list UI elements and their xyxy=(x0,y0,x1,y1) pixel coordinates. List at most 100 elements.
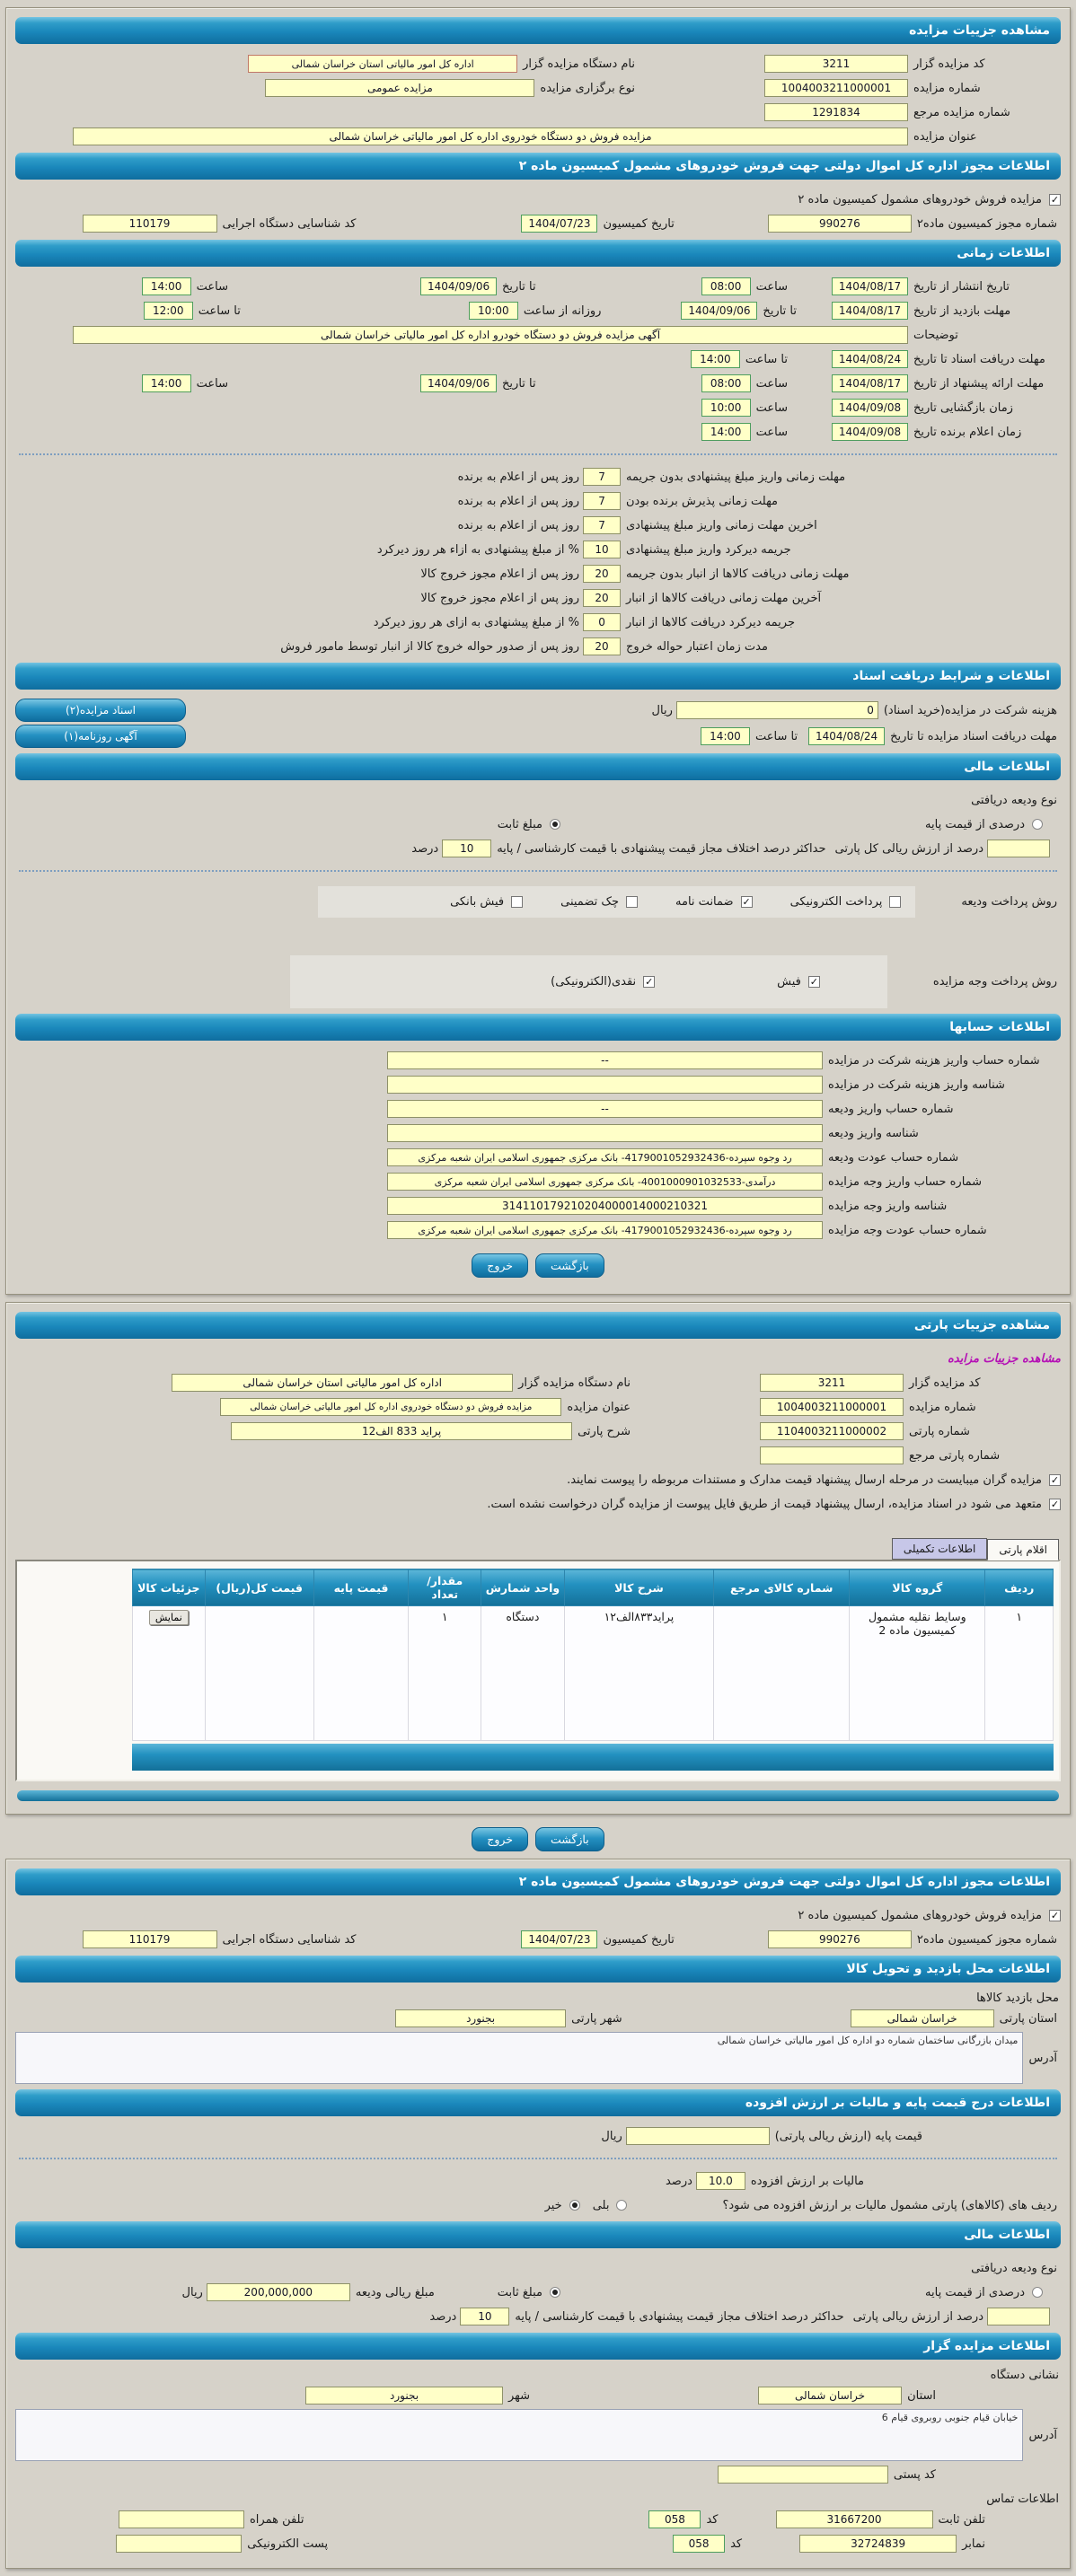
penalty-input[interactable]: 7 xyxy=(583,492,621,510)
offer-from-hour-input[interactable]: 08:00 xyxy=(701,374,751,392)
hold-type-input[interactable]: مزایده عمومی xyxy=(265,79,535,97)
publish-from-date-input[interactable]: 1404/08/17 xyxy=(832,277,908,295)
party-city-input[interactable]: بجنورد xyxy=(395,2009,567,2027)
tab-additional-info[interactable]: اطلاعات تکمیلی xyxy=(891,1538,988,1560)
auction-title-input[interactable]: مزایده فروش دو دستگاه خودروی اداره کل ام… xyxy=(73,127,908,145)
penalty-input[interactable]: 10 xyxy=(583,541,621,558)
party-province-input[interactable]: خراسان شمالی xyxy=(850,2009,994,2027)
fax-code-input[interactable]: 058 xyxy=(673,2535,726,2553)
party-commission-date-input[interactable]: 1404/07/23 xyxy=(521,1930,598,1948)
exit-button[interactable]: خروج xyxy=(472,1253,529,1278)
org-address-textarea[interactable]: خیابان قیام جنوبی روبروی قیام 6 xyxy=(15,2409,1024,2461)
party-permit-checkbox[interactable] xyxy=(1049,1909,1061,1921)
visit-to-date-input[interactable]: 1404/09/06 xyxy=(681,302,758,320)
account-input[interactable] xyxy=(387,1076,823,1094)
penalty-input[interactable]: 20 xyxy=(583,589,621,607)
visit-from-date-input[interactable]: 1404/08/17 xyxy=(832,302,908,320)
org-name-input[interactable]: اداره کل امور مالیاتی استان خراسان شمالی xyxy=(248,55,518,73)
party-bidder-code-input[interactable]: 3211 xyxy=(760,1374,904,1392)
party-max-diff-input[interactable]: 10 xyxy=(460,2308,510,2325)
vat-yes-radio[interactable] xyxy=(616,2200,628,2211)
electronic-pay-checkbox[interactable] xyxy=(889,896,902,908)
tab-party-items[interactable]: اقلام پارتی xyxy=(987,1539,1059,1561)
account-input[interactable]: درآمدی-4001000901032533- بانک مرکزی جمهو… xyxy=(387,1173,823,1191)
auction-docs-button[interactable]: اسناد مزایده(۲) xyxy=(15,699,186,722)
show-item-button[interactable]: نمایش xyxy=(148,1610,189,1625)
party-auction-no-input[interactable]: 1004003211000001 xyxy=(760,1398,904,1416)
penalty-input[interactable]: 7 xyxy=(583,516,621,534)
bank-slip-checkbox[interactable] xyxy=(511,896,524,908)
view-auction-details-link[interactable]: مشاهده جزییات مزایده xyxy=(947,1351,1061,1366)
account-input[interactable]: رد وجوه سپرده-4179001052932436- بانک مرک… xyxy=(387,1221,823,1239)
offer-to-date-input[interactable]: 1404/09/06 xyxy=(420,374,498,392)
account-input[interactable] xyxy=(387,1124,823,1142)
postal-input[interactable] xyxy=(717,2466,888,2484)
vat-input[interactable]: 10.0 xyxy=(695,2172,745,2190)
docs-deadline-date-input[interactable]: 1404/08/24 xyxy=(808,727,886,745)
note1-checkbox[interactable] xyxy=(1049,1473,1061,1486)
party-exec-code-input[interactable]: 110179 xyxy=(82,1930,217,1948)
penalty-input[interactable]: 20 xyxy=(583,637,621,655)
fax-input[interactable]: 32724839 xyxy=(799,2535,957,2553)
exit-button[interactable]: خروج xyxy=(472,1827,529,1851)
party-org-name-input[interactable]: اداره کل امور مالیاتی استان خراسان شمالی xyxy=(172,1374,514,1392)
deposit-amount-input[interactable]: 200,000,000 xyxy=(206,2283,350,2301)
phone-code-input[interactable]: 058 xyxy=(648,2510,701,2528)
desc-input[interactable]: آگهی مزایده فروش دو دستگاه خودرو اداره ک… xyxy=(73,326,908,344)
opening-hour-input[interactable]: 10:00 xyxy=(701,399,751,417)
bidder-code-input[interactable]: 3211 xyxy=(764,55,908,73)
doc-deadline-date-input[interactable]: 1404/08/24 xyxy=(832,350,908,368)
email-input[interactable] xyxy=(116,2535,243,2553)
fee-input[interactable]: 0 xyxy=(675,701,878,719)
winner-date-input[interactable]: 1404/09/08 xyxy=(832,423,908,441)
doc-deadline-hour-input[interactable]: 14:00 xyxy=(690,350,740,368)
back-button[interactable]: بازگشت xyxy=(535,1253,604,1278)
visit-to-hour-input[interactable]: 12:00 xyxy=(143,302,193,320)
ref-no-input[interactable]: 1291834 xyxy=(764,103,908,121)
permit-checkbox-icon[interactable] xyxy=(1049,193,1061,206)
party-fixed-amount-radio[interactable] xyxy=(550,2287,561,2298)
note2-checkbox[interactable] xyxy=(1049,1498,1061,1510)
penalty-input[interactable]: 20 xyxy=(583,565,621,583)
publish-from-hour-input[interactable]: 08:00 xyxy=(701,277,751,295)
party-percent-of-base-radio[interactable] xyxy=(1032,2287,1043,2298)
percent-of-base-radio[interactable] xyxy=(1032,819,1043,830)
party-permit-no-input[interactable]: 990276 xyxy=(767,1930,912,1948)
party-percent-input[interactable] xyxy=(987,2308,1050,2325)
party-no-input[interactable]: 1104003211000002 xyxy=(760,1422,904,1440)
account-input[interactable]: -- xyxy=(387,1100,823,1118)
org-city-input[interactable]: بجنورد xyxy=(305,2387,503,2405)
penalty-input[interactable]: 0 xyxy=(583,613,621,631)
cash-electronic-checkbox[interactable] xyxy=(643,976,656,988)
docs-deadline-hour-input[interactable]: 14:00 xyxy=(700,727,750,745)
mobile-input[interactable] xyxy=(118,2510,244,2528)
phone-input[interactable]: 31667200 xyxy=(775,2510,933,2528)
back-button[interactable]: بازگشت xyxy=(535,1827,604,1851)
commission-date-input[interactable]: 1404/07/23 xyxy=(521,215,598,233)
offer-from-date-input[interactable]: 1404/08/17 xyxy=(832,374,908,392)
account-input[interactable]: -- xyxy=(387,1051,823,1069)
guaranteed-check-checkbox[interactable] xyxy=(626,896,639,908)
slip-checkbox[interactable] xyxy=(807,976,820,988)
permit-no-input[interactable]: 990276 xyxy=(767,215,912,233)
max-diff-input[interactable]: 10 xyxy=(442,840,492,857)
newspaper-ad-button[interactable]: آگهی روزنامه(۱) xyxy=(15,725,186,748)
publish-to-date-input[interactable]: 1404/09/06 xyxy=(420,277,498,295)
offer-to-hour-input[interactable]: 14:00 xyxy=(141,374,191,392)
percent-total-input[interactable] xyxy=(987,840,1050,857)
guarantee-checkbox[interactable] xyxy=(740,896,753,908)
party-desc-input[interactable]: پراید 833 الف12 xyxy=(231,1422,573,1440)
account-input[interactable]: 314110179210204000014000210321 xyxy=(387,1197,823,1215)
party-address-textarea[interactable]: میدان بازرگانی ساختمان شماره دو اداره کل… xyxy=(15,2032,1024,2084)
account-input[interactable]: رد وجوه سپرده-4179001052932436- بانک مرک… xyxy=(387,1148,823,1166)
publish-to-hour-input[interactable]: 14:00 xyxy=(141,277,191,295)
auction-no-input[interactable]: 1004003211000001 xyxy=(764,79,908,97)
org-province-input[interactable]: خراسان شمالی xyxy=(758,2387,903,2405)
opening-date-input[interactable]: 1404/09/08 xyxy=(832,399,908,417)
party-title-input[interactable]: مزایده فروش دو دستگاه خودروی اداره کل ام… xyxy=(220,1398,562,1416)
base-price-input[interactable] xyxy=(625,2127,770,2145)
party-ref-input[interactable] xyxy=(760,1446,904,1464)
penalty-input[interactable]: 7 xyxy=(583,468,621,486)
vat-no-radio[interactable] xyxy=(569,2200,580,2211)
fixed-amount-radio[interactable] xyxy=(550,819,561,830)
